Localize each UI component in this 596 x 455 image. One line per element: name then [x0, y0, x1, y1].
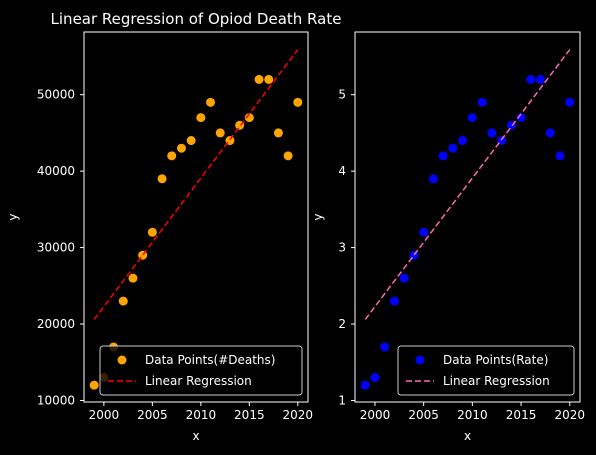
legend: Data Points(Rate) Linear Regression — [397, 345, 575, 396]
data-point — [283, 151, 293, 161]
legend-label: Data Points(#Deaths) — [145, 353, 275, 367]
data-point — [118, 296, 128, 306]
data-point — [467, 113, 477, 123]
data-point — [360, 380, 370, 390]
data-point — [89, 380, 99, 390]
y-tick-label: 20000 — [37, 317, 75, 331]
data-point — [448, 143, 458, 153]
subplot-deaths: 2000 2005 2010 2015 2020 10000 20000 30000 40000… — [6, 31, 314, 443]
y-tick-label: 4 — [338, 164, 346, 178]
x-tick-label: 2000 — [360, 408, 391, 422]
data-point — [526, 74, 536, 84]
data-point — [428, 174, 438, 184]
y-tick-label: 5 — [338, 88, 346, 102]
x-tick-label: 2010 — [457, 408, 488, 422]
data-point — [370, 373, 380, 383]
y-tick-label: 10000 — [37, 393, 75, 407]
legend-box — [99, 345, 303, 396]
y-tick-label: 30000 — [37, 241, 75, 255]
subplot-rate: 2000 2005 2010 2015 2020 1 2 3 4 5 x y Data Points(R… — [311, 31, 585, 443]
x-tick-label: 2020 — [283, 408, 314, 422]
data-point — [196, 113, 206, 123]
y-tick-label: 2 — [338, 317, 346, 331]
regression-line — [364, 49, 571, 320]
data-point — [545, 128, 555, 138]
data-point — [389, 296, 399, 306]
data-point — [254, 74, 264, 84]
plot-frame — [83, 31, 309, 403]
y-tick-label: 1 — [338, 393, 346, 407]
chart-title: Linear Regression of Opiod Death Rate — [51, 10, 342, 28]
data-point — [264, 74, 274, 84]
legend-marker-swatch — [117, 355, 127, 365]
x-tick-label: 2010 — [186, 408, 217, 422]
data-point — [565, 97, 575, 107]
x-tick-label: 2005 — [137, 408, 168, 422]
legend: Data Points(#Deaths) Linear Regression — [99, 345, 303, 396]
data-point — [157, 174, 167, 184]
data-point — [477, 97, 487, 107]
y-axis-label: y — [6, 213, 20, 220]
plot-frame — [354, 31, 581, 403]
x-axis-label: x — [192, 429, 199, 443]
data-point — [215, 128, 225, 138]
y-tick-label: 50000 — [37, 88, 75, 102]
regression-line — [93, 49, 299, 320]
data-point — [399, 273, 409, 283]
data-point — [419, 227, 429, 237]
x-tick-label: 2015 — [506, 408, 537, 422]
legend-box — [397, 345, 575, 396]
x-tick-label: 2015 — [234, 408, 265, 422]
legend-marker-swatch — [415, 355, 425, 365]
data-point — [167, 151, 177, 161]
data-point — [293, 97, 303, 107]
data-point — [147, 227, 157, 237]
data-point — [176, 143, 186, 153]
y-tick-label: 40000 — [37, 164, 75, 178]
data-point — [555, 151, 565, 161]
y-tick-label: 3 — [338, 241, 346, 255]
x-tick-label: 2000 — [89, 408, 120, 422]
data-point — [536, 74, 546, 84]
data-point — [380, 342, 390, 352]
data-point — [128, 273, 138, 283]
data-point — [516, 113, 526, 123]
y-axis-label: y — [311, 213, 325, 220]
data-point — [186, 136, 196, 146]
legend-label: Linear Regression — [145, 374, 252, 388]
x-tick-label: 2005 — [408, 408, 439, 422]
data-point — [458, 136, 468, 146]
x-tick-label: 2020 — [554, 408, 585, 422]
data-point — [206, 97, 216, 107]
data-point — [438, 151, 448, 161]
legend-label: Linear Regression — [443, 374, 550, 388]
legend-label: Data Points(Rate) — [443, 353, 548, 367]
data-point — [244, 113, 254, 123]
data-point — [273, 128, 283, 138]
data-point — [487, 128, 497, 138]
x-axis-label: x — [464, 429, 471, 443]
